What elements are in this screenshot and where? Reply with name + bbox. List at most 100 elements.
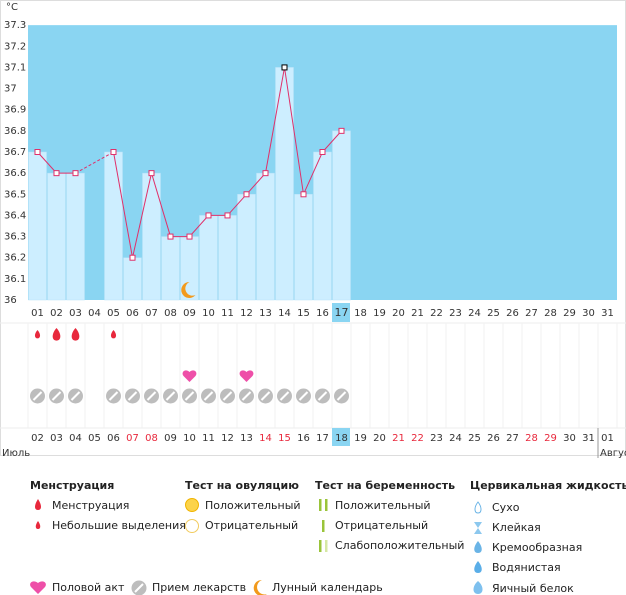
point	[34, 149, 41, 155]
date-label: 07	[126, 433, 139, 444]
medication-stripe	[146, 391, 157, 401]
medication-stripe	[127, 391, 138, 401]
icon	[35, 521, 41, 529]
legend-item: Слабоположительный	[335, 539, 464, 552]
y-tick-label: 36	[4, 295, 17, 306]
icon	[319, 540, 322, 552]
lunar-icon	[181, 281, 196, 298]
x-tick-label: 05	[107, 308, 120, 319]
legend-item: Менструация	[52, 499, 129, 512]
x-tick-label: 28	[544, 308, 557, 319]
x-tick-label: 03	[69, 308, 82, 319]
medication-stripe	[108, 391, 119, 401]
icon	[325, 540, 328, 552]
date-label: 30	[563, 433, 576, 444]
bar	[47, 172, 66, 301]
legend-item: Отрицательный	[205, 519, 298, 532]
date-label: 18	[335, 433, 348, 444]
x-tick-label: 27	[525, 308, 538, 319]
date-label: 28	[525, 433, 538, 444]
point	[224, 212, 231, 219]
date-label: 13	[240, 433, 253, 444]
point	[72, 170, 79, 177]
bar	[66, 172, 85, 301]
date-label: 16	[297, 433, 310, 444]
point	[110, 149, 117, 155]
medication-stripe	[241, 391, 252, 401]
intercourse	[239, 370, 254, 382]
y-axis-label: °C	[6, 2, 18, 13]
date-label: 05	[88, 433, 101, 444]
date-label: 01	[601, 433, 614, 444]
y-tick-label: 36.7	[4, 147, 26, 158]
point	[186, 233, 193, 240]
x-tick-label: 16	[316, 308, 329, 319]
y-tick-label: 37.1	[4, 62, 26, 73]
point	[338, 127, 345, 134]
date-label: 25	[468, 433, 481, 444]
y-tick-label: 36.2	[4, 253, 26, 264]
legend-item: Отрицательный	[335, 519, 428, 532]
point	[167, 233, 174, 240]
y-tick-label: 36.5	[4, 189, 26, 200]
date-label: 12	[221, 433, 234, 444]
x-tick-label: 23	[449, 308, 462, 319]
bar	[332, 130, 351, 301]
date-label: 10	[183, 433, 196, 444]
menstruation-heavy	[52, 328, 61, 341]
point	[281, 64, 288, 71]
x-tick-label: 21	[411, 308, 424, 319]
medication-stripe	[32, 391, 43, 401]
menstruation-heavy	[71, 328, 80, 341]
legend-item: Положительный	[205, 499, 301, 512]
x-tick-label: 08	[164, 308, 177, 319]
medication-stripe	[317, 391, 328, 401]
legend-item: Кремообразная	[492, 541, 582, 554]
x-tick-label: 26	[506, 308, 519, 319]
legend-title: Тест на овуляцию	[185, 479, 299, 492]
y-tick-label: 36.3	[4, 232, 26, 243]
x-tick-label: 07	[145, 308, 158, 319]
legend-item: Лунный календарь	[272, 581, 383, 594]
icon	[319, 499, 322, 511]
bar	[218, 215, 237, 301]
x-tick-label: 11	[221, 308, 234, 319]
icon	[474, 501, 482, 514]
legend-item: Положительный	[335, 499, 431, 512]
legend-title: Цервикальная жидкость	[470, 479, 626, 492]
bar	[142, 172, 161, 301]
x-tick-label: 19	[373, 308, 386, 319]
today-highlight	[332, 303, 350, 322]
icon	[30, 581, 46, 594]
medication-stripe	[203, 391, 214, 401]
icon	[473, 581, 483, 594]
month-label: Июль	[2, 448, 30, 459]
date-label: 06	[107, 433, 120, 444]
bar	[294, 194, 313, 301]
legend: Менструация Менструация Небольшие выделе…	[30, 479, 626, 595]
icon	[322, 520, 325, 532]
point	[243, 191, 250, 198]
bar	[161, 236, 180, 301]
x-tick-label: 14	[278, 308, 291, 319]
y-tick-label: 36.6	[4, 168, 26, 179]
date-label: 09	[164, 433, 177, 444]
intercourse	[182, 370, 197, 382]
date-label: 27	[506, 433, 519, 444]
y-tick-label: 36.9	[4, 105, 26, 116]
bar	[199, 215, 218, 301]
icon	[474, 522, 482, 534]
medication-stripe	[184, 391, 195, 401]
legend-item: Прием лекарств	[152, 581, 246, 594]
y-tick-label: 37	[4, 84, 17, 95]
date-label: 11	[202, 433, 215, 444]
x-tick-label: 09	[183, 308, 196, 319]
medication-stripe	[165, 391, 176, 401]
bar	[104, 151, 123, 301]
bar	[313, 151, 332, 301]
bar	[256, 172, 275, 301]
date-label: 20	[373, 433, 386, 444]
x-tick-label: 06	[126, 308, 139, 319]
date-label: 23	[430, 433, 443, 444]
